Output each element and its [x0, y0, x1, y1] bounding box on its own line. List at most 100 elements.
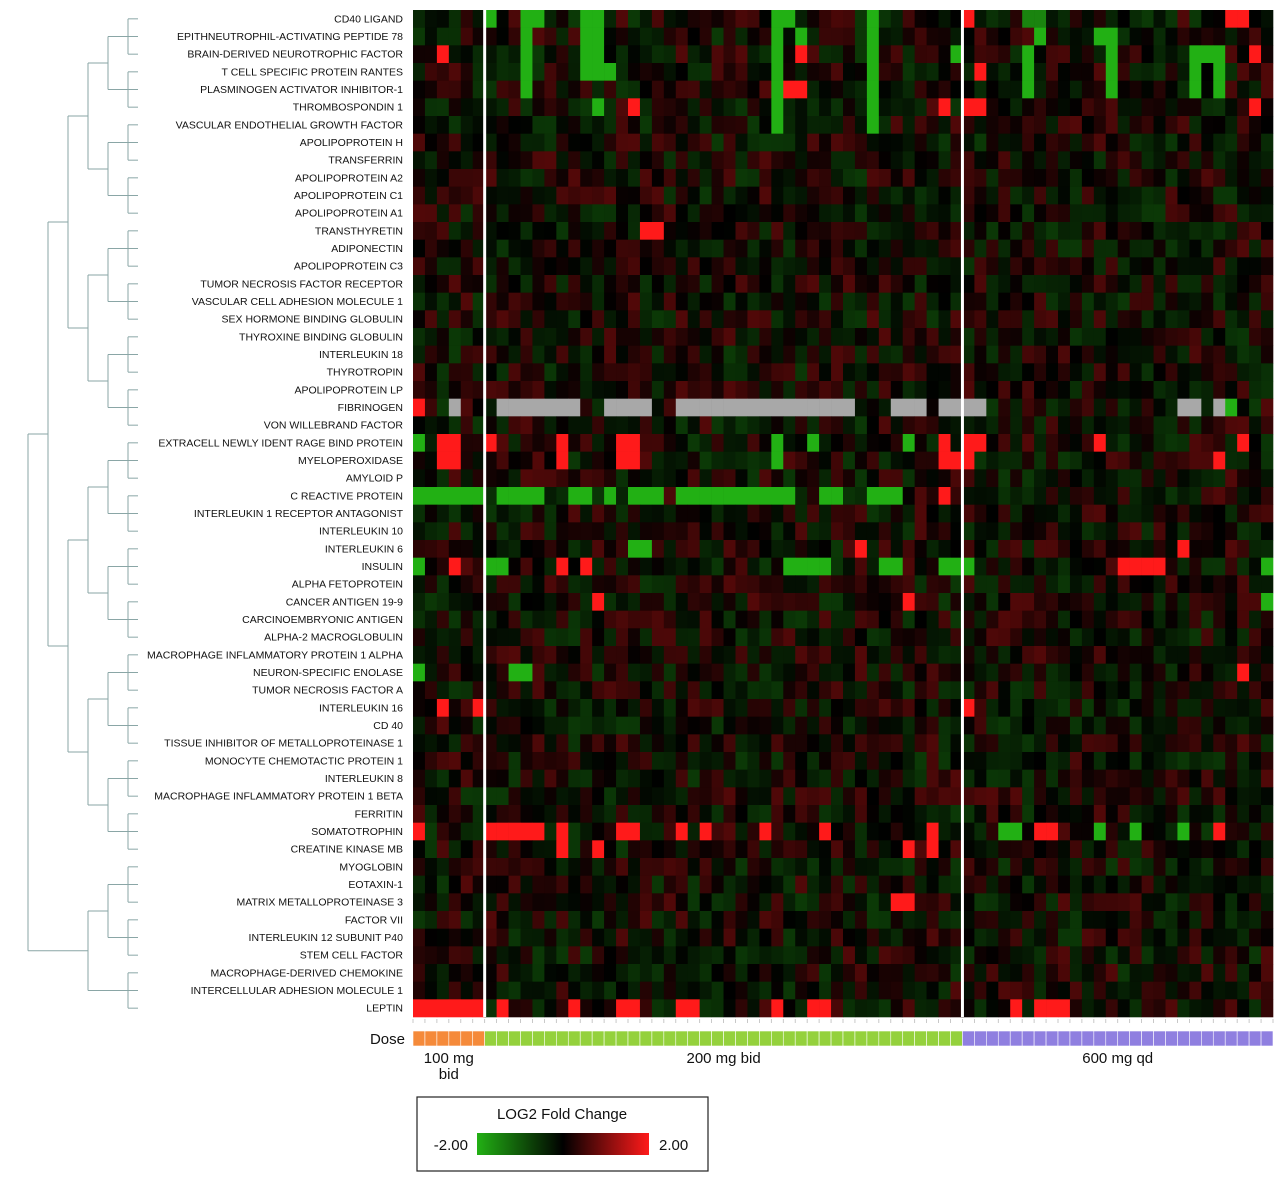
heatmap-cell [962, 10, 975, 28]
heatmap-cell [484, 398, 497, 417]
heatmap-cell [807, 911, 820, 929]
heatmap-cell [1177, 151, 1190, 170]
heatmap-cell [831, 10, 844, 28]
heatmap-cell [592, 716, 605, 735]
heatmap-cell [651, 787, 665, 806]
heatmap-cell [448, 381, 462, 399]
heatmap-cell [460, 80, 474, 99]
heatmap-cell [1201, 928, 1214, 947]
heatmap-cell [783, 169, 796, 187]
heatmap-cell [1165, 734, 1178, 753]
heatmap-cell [1069, 133, 1083, 152]
heatmap-cell [890, 646, 904, 664]
heatmap-cell [1201, 681, 1214, 700]
heatmap-cell [914, 787, 927, 806]
heatmap-cell [1261, 328, 1274, 346]
heatmap-cell [735, 328, 748, 346]
heatmap-cell [1165, 116, 1178, 134]
heatmap-cell [472, 257, 485, 276]
heatmap-cell [914, 45, 927, 64]
heatmap-cell [1105, 575, 1119, 594]
heatmap-cell [616, 487, 629, 505]
heatmap-cell [556, 416, 569, 435]
heatmap-cell [711, 681, 724, 700]
heatmap-cell [472, 716, 485, 735]
heatmap-cell [436, 628, 450, 647]
heatmap-cell [520, 116, 533, 134]
heatmap-cell [938, 999, 951, 1018]
heatmap-cell [711, 663, 724, 682]
heatmap-cell [544, 893, 557, 912]
heatmap-cell [807, 45, 820, 64]
heatmap-cell [1225, 981, 1238, 1000]
heatmap-cell [1046, 469, 1059, 488]
heatmap-cell [986, 398, 999, 417]
heatmap-cell [484, 257, 497, 276]
heatmap-cell [926, 469, 939, 488]
heatmap-cell [938, 805, 951, 823]
heatmap-cell [580, 752, 593, 770]
heatmap-cell [711, 469, 724, 488]
heatmap-cell [1046, 840, 1059, 859]
heatmap-cell [1165, 981, 1178, 1000]
heatmap-cell [484, 363, 497, 382]
heatmap-cell [687, 116, 700, 134]
heatmap-cell [687, 540, 700, 558]
heatmap-cell [639, 858, 653, 876]
heatmap-cell [1201, 769, 1214, 788]
heatmap-cell [1010, 275, 1023, 293]
heatmap-cell [580, 822, 593, 841]
heatmap-cell [878, 487, 892, 505]
heatmap-cell [1141, 593, 1154, 611]
heatmap-cell [1117, 911, 1130, 929]
heatmap-cell [1249, 398, 1262, 417]
heatmap-cell [413, 981, 426, 1000]
heatmap-cell [568, 416, 581, 435]
row-label: MACROPHAGE INFLAMMATORY PROTEIN 1 BETA [154, 791, 403, 803]
heatmap-cell [699, 522, 712, 541]
heatmap-cell [508, 345, 521, 364]
heatmap-cell [687, 363, 700, 382]
heatmap-cell [1141, 911, 1154, 929]
heatmap-cell [544, 275, 557, 293]
heatmap-cell [866, 858, 880, 876]
heatmap-cell [735, 734, 748, 753]
heatmap-cell [962, 522, 975, 541]
heatmap-cell [532, 63, 545, 81]
heatmap-cell [1010, 752, 1023, 770]
heatmap-cell [1153, 875, 1166, 894]
heatmap-cell [1177, 257, 1190, 276]
heatmap-cell [1010, 487, 1023, 505]
heatmap-cell [1153, 787, 1166, 806]
heatmap-cell [807, 133, 820, 152]
heatmap-cell [1129, 186, 1142, 205]
heatmap-cell [723, 628, 736, 647]
heatmap-cell [783, 752, 796, 770]
heatmap-cell [854, 504, 868, 523]
heatmap-cell [1010, 858, 1023, 876]
heatmap-cell [795, 557, 808, 576]
heatmap-cell [580, 469, 593, 488]
heatmap-cell [496, 487, 509, 505]
heatmap-cell [472, 345, 485, 364]
heatmap-cell [1058, 540, 1071, 558]
heatmap-cell [1046, 398, 1059, 417]
heatmap-cell [651, 381, 665, 399]
heatmap-cell [878, 345, 892, 364]
heatmap-cell [508, 45, 521, 64]
heatmap-cell [520, 752, 533, 770]
heatmap-cell [711, 487, 724, 505]
heatmap-cell [1022, 80, 1035, 99]
heatmap-cell [974, 257, 987, 276]
heatmap-cell [1093, 63, 1107, 81]
heatmap-cell [1093, 398, 1107, 417]
heatmap-cell [1225, 469, 1238, 488]
heatmap-cell [699, 151, 712, 170]
heatmap-cell [580, 663, 593, 682]
heatmap-cell [413, 875, 426, 894]
heatmap-cell [986, 328, 999, 346]
heatmap-cell [1153, 575, 1166, 594]
heatmap-cell [687, 840, 700, 859]
heatmap-cell [616, 45, 629, 64]
dose-bar-cell [1141, 1030, 1154, 1047]
